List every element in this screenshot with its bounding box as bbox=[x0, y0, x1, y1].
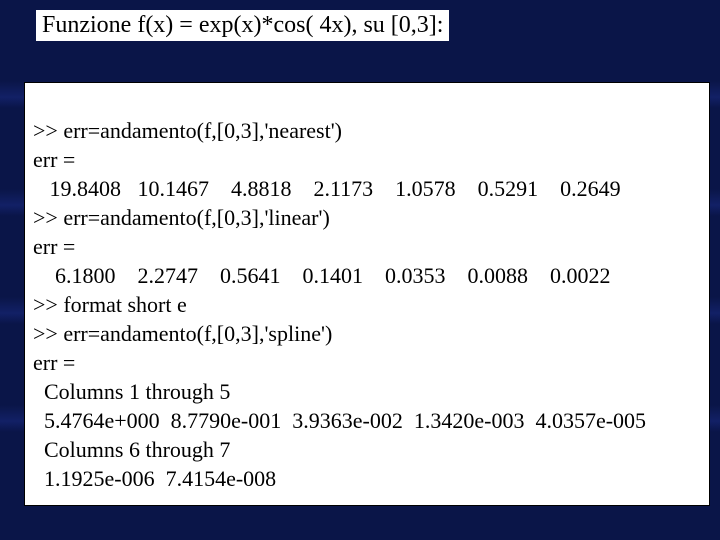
code-line: 5.4764e+000 8.7790e-001 3.9363e-002 1.34… bbox=[33, 408, 646, 433]
code-line: 19.8408 10.1467 4.8818 2.1173 1.0578 0.5… bbox=[33, 176, 621, 201]
code-line: Columns 1 through 5 bbox=[33, 379, 230, 404]
code-line: >> err=andamento(f,[0,3],'spline') bbox=[33, 321, 332, 346]
code-line: >> err=andamento(f,[0,3],'nearest') bbox=[33, 118, 342, 143]
code-line: 6.1800 2.2747 0.5641 0.1401 0.0353 0.008… bbox=[33, 263, 611, 288]
code-line: err = bbox=[33, 234, 75, 259]
code-line: Columns 6 through 7 bbox=[33, 437, 230, 462]
code-line: 1.1925e-006 7.4154e-008 bbox=[33, 466, 276, 491]
code-line: err = bbox=[33, 350, 75, 375]
code-line: err = bbox=[33, 147, 75, 172]
slide-heading: Funzione f(x) = exp(x)*cos( 4x), su [0,3… bbox=[36, 10, 449, 41]
code-line: >> format short e bbox=[33, 292, 187, 317]
code-line: >> err=andamento(f,[0,3],'linear') bbox=[33, 205, 330, 230]
code-output-box: >> err=andamento(f,[0,3],'nearest') err … bbox=[24, 82, 710, 506]
